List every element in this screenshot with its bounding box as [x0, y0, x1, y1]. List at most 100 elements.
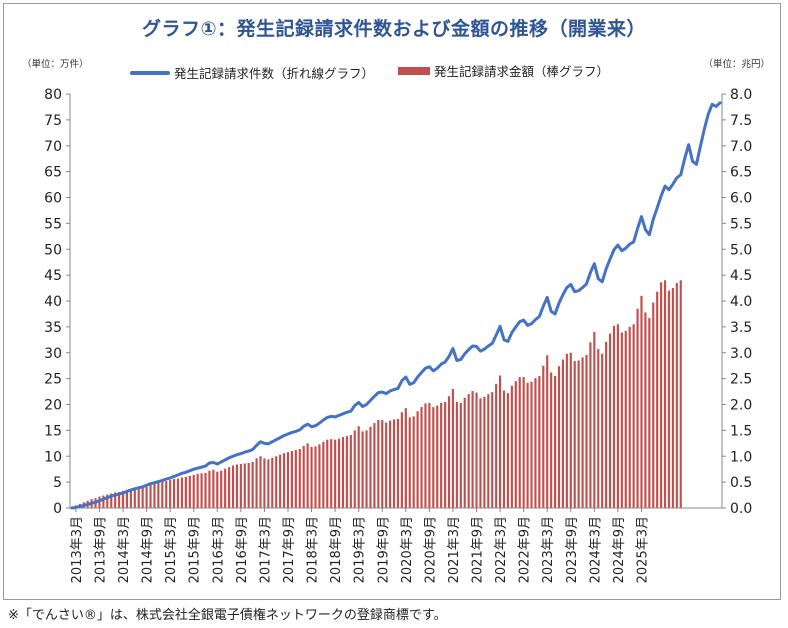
amount-bar — [377, 420, 380, 508]
left-tick-label: 50 — [44, 242, 62, 258]
left-tick-label: 60 — [44, 191, 62, 207]
x-tick-label: 2018年3月 — [306, 516, 321, 583]
x-tick-label: 2022年9月 — [518, 516, 533, 583]
x-tick-label: 2024年9月 — [612, 516, 627, 583]
amount-bar — [121, 490, 125, 508]
amount-bar — [310, 446, 313, 508]
amount-bar — [263, 458, 266, 508]
left-tick-label: 70 — [44, 139, 62, 155]
amount-bar — [298, 449, 301, 508]
amount-bar — [471, 391, 474, 508]
left-tick-label: 75 — [44, 113, 62, 129]
amount-bar — [161, 481, 164, 508]
right-tick-label: 0.0 — [730, 501, 752, 517]
amount-bar — [165, 481, 168, 508]
amount-bar — [597, 349, 600, 508]
x-tick-label: 2020年9月 — [423, 516, 438, 583]
amount-bar — [420, 407, 423, 508]
amount-bar — [561, 359, 565, 508]
x-tick-label: 2021年3月 — [447, 516, 462, 583]
amount-bar — [636, 308, 639, 508]
x-tick-label: 2021年9月 — [471, 516, 486, 583]
amount-bar — [271, 457, 274, 508]
amount-bar — [573, 361, 576, 508]
amount-bar — [153, 483, 156, 508]
right-tick-label: 0.5 — [730, 475, 752, 491]
amount-bar — [184, 476, 187, 508]
left-tick-label: 55 — [44, 216, 62, 232]
amount-bar — [200, 473, 203, 508]
amount-bar — [557, 366, 561, 508]
amount-bar — [518, 377, 521, 508]
left-tick-label: 45 — [44, 268, 62, 284]
x-tick-label: 2024年3月 — [588, 516, 603, 583]
amount-bar — [628, 326, 631, 509]
amount-bar — [479, 398, 482, 508]
amount-bar — [581, 357, 584, 508]
right-tick-label: 6.0 — [730, 191, 752, 207]
amount-bar — [141, 486, 144, 508]
left-tick-label: 65 — [44, 165, 62, 181]
amount-bar — [640, 295, 643, 508]
amount-bar — [608, 333, 612, 508]
x-tick-label: 2013年9月 — [93, 516, 108, 583]
right-tick-label: 6.5 — [730, 165, 752, 181]
amount-bar — [506, 393, 510, 508]
amount-bar — [169, 480, 172, 508]
amount-bar — [106, 494, 109, 508]
amount-bar — [550, 372, 553, 508]
amount-bar — [542, 365, 545, 508]
amount-bar — [502, 390, 506, 508]
left-tick-label: 10 — [44, 449, 62, 465]
amount-bar — [475, 392, 478, 508]
amount-bar — [644, 312, 647, 508]
amount-bar — [286, 452, 290, 508]
amount-bar — [381, 420, 384, 508]
x-tick-label: 2014年9月 — [141, 516, 156, 583]
x-tick-label: 2015年3月 — [164, 516, 179, 583]
amount-bar — [467, 394, 470, 508]
amount-bar — [224, 468, 227, 508]
amount-bar — [337, 438, 341, 508]
amount-bar — [326, 439, 329, 508]
amount-bar — [357, 426, 360, 508]
amount-bar — [392, 419, 396, 508]
left-tick-label: 40 — [44, 294, 62, 310]
amount-bar — [192, 474, 195, 508]
amount-bar — [365, 430, 368, 509]
right-tick-label: 3.0 — [730, 346, 752, 362]
amount-bar — [436, 405, 439, 508]
amount-bar — [553, 376, 557, 508]
amount-bar — [589, 342, 592, 508]
amount-bar — [593, 332, 596, 508]
x-tick-label: 2019年3月 — [353, 516, 368, 583]
x-tick-label: 2013年3月 — [70, 516, 85, 583]
x-tick-label: 2025年3月 — [635, 516, 650, 583]
amount-bar — [440, 402, 443, 508]
amount-bar — [216, 471, 219, 508]
amount-bar — [322, 441, 325, 508]
right-tick-label: 4.5 — [730, 268, 752, 284]
amount-bar — [314, 446, 317, 508]
x-tick-label: 2020年3月 — [400, 516, 415, 583]
amount-bar — [396, 418, 400, 508]
amount-bar — [663, 280, 667, 508]
amount-bar — [656, 291, 659, 508]
amount-bar — [369, 426, 372, 508]
amount-bar — [302, 445, 305, 508]
right-tick-label: 2.5 — [730, 372, 752, 388]
right-tick-label: 5.5 — [730, 216, 752, 232]
amount-bar — [569, 352, 572, 508]
amount-bar — [212, 469, 215, 508]
x-tick-label: 2015年9月 — [188, 516, 203, 583]
amount-bar — [204, 472, 207, 508]
x-tick-label: 2022年3月 — [494, 516, 509, 583]
right-axis-unit: （単位：兆円） — [703, 59, 770, 70]
right-tick-label: 1.0 — [730, 449, 752, 465]
amount-bar — [444, 401, 447, 508]
amount-bar — [334, 439, 337, 508]
amount-bar — [227, 467, 231, 508]
right-tick-label: 4.0 — [730, 294, 752, 310]
amount-bar — [616, 324, 619, 508]
amount-bar — [514, 381, 517, 508]
